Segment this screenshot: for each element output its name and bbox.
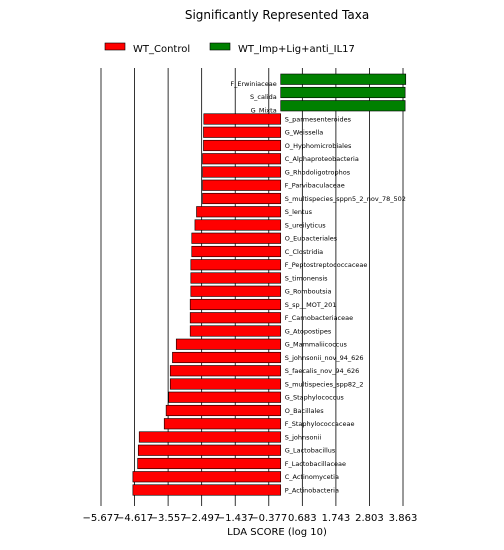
- bar-label: F_Erwiniaceae: [230, 80, 276, 88]
- bar: [168, 391, 282, 403]
- bar-label: G_Lactobacillus: [285, 447, 336, 455]
- bar: [132, 484, 282, 496]
- bar: [163, 418, 282, 430]
- bar-label: S_multispecies_spp82_2: [285, 380, 364, 388]
- bar: [190, 272, 282, 284]
- bar: [203, 113, 282, 125]
- x-tick-label: −0.377: [250, 513, 287, 524]
- bar: [172, 351, 282, 364]
- bar-label: F_Lactobacillaceae: [285, 460, 346, 468]
- bar: [190, 259, 282, 271]
- bar: [165, 404, 282, 417]
- bar: [169, 378, 282, 390]
- bar-label: S_sp__MOT_201: [285, 301, 337, 309]
- bar-label: S_timonensis: [285, 274, 328, 282]
- legend-swatch-0: [104, 42, 126, 51]
- bar-label: O_Bacillales: [285, 407, 325, 415]
- bar-label: F_Parvibaculaceae: [285, 182, 345, 190]
- bar-label: S_faecalis_nov_94_626: [285, 367, 360, 375]
- bar: [203, 126, 282, 138]
- bar: [175, 338, 282, 350]
- bar: [202, 192, 282, 205]
- x-tick-label: −5.677: [82, 513, 119, 524]
- bar: [138, 431, 282, 443]
- bar-label: G_Staphylococcus: [285, 394, 345, 402]
- bar: [137, 457, 282, 470]
- bar-label: G_Mammaliicoccus: [285, 341, 348, 349]
- legend-label-0: WT_Control: [133, 44, 190, 55]
- bar-label: O_Eubacteriales: [285, 235, 338, 243]
- bar-label: S_lentus: [285, 208, 313, 216]
- x-tick-label: 1.743: [322, 513, 351, 524]
- bar: [191, 232, 282, 244]
- bar-label: S_multispecies_sppn5_2_nov_78_502: [285, 195, 406, 203]
- bar: [202, 153, 282, 165]
- bar: [280, 86, 406, 99]
- x-axis-title: LDA SCORE (log 10): [227, 527, 327, 538]
- bar-label: S_johnsonii: [285, 433, 322, 441]
- bar-label: O_Hyphomicrobiales: [285, 142, 352, 150]
- bar: [191, 245, 282, 258]
- x-tick-label: −4.617: [116, 513, 153, 524]
- bar-label: P_Actinobacteria: [285, 486, 339, 494]
- bar: [203, 139, 282, 152]
- x-tick-label: 2.803: [355, 513, 384, 524]
- bars: [132, 73, 407, 496]
- bar-label: C_Clostridia: [285, 248, 323, 256]
- bar-label: G_Rhodoligotrophos: [285, 168, 351, 176]
- x-axis: −5.677−4.617−3.557−2.497−1.437−0.377 0.68…: [82, 502, 417, 524]
- bar: [194, 219, 282, 231]
- bar-label: S_parmesenteroides: [285, 115, 352, 123]
- bar: [202, 179, 282, 191]
- bar: [196, 206, 282, 218]
- bar-label: S_calida: [250, 93, 277, 101]
- bar: [137, 444, 282, 456]
- x-tick-label: 0.683: [288, 513, 317, 524]
- bar: [132, 471, 282, 483]
- bar: [280, 100, 406, 112]
- x-tick-label: −2.497: [183, 513, 220, 524]
- bar: [280, 73, 407, 85]
- legend: WT_Control WT_Imp+Lig+anti_IL17: [104, 42, 355, 55]
- bar-label: C_Actinomycetia: [285, 473, 339, 481]
- bar: [189, 298, 282, 311]
- legend-label-1: WT_Imp+Lig+anti_IL17: [238, 44, 355, 55]
- bar-labels: F_Erwiniaceae S_calida G_Mixta S_parmesente…: [230, 80, 406, 495]
- x-tick-label: −3.557: [150, 513, 187, 524]
- bar: [190, 285, 282, 297]
- bar-label: F_Carnobacteriaceae: [285, 314, 353, 322]
- bar-label: C_Alphaproteobacteria: [285, 155, 359, 163]
- bar: [169, 365, 282, 377]
- bar: [189, 325, 282, 337]
- bar: [202, 166, 282, 178]
- bar-label: F_Staphylococcaceae: [285, 420, 355, 428]
- bar: [189, 312, 282, 324]
- bar-label: S_johnsonii_nov_94_626: [285, 354, 364, 362]
- bar-label: S_ureilyticus: [285, 221, 327, 229]
- chart-title: Significantly Represented Taxa: [185, 8, 369, 22]
- bar-label: G_Weissella: [285, 129, 324, 137]
- bar-label: G_Romboutsia: [285, 288, 332, 296]
- bar-label: G_Mixta: [251, 106, 277, 114]
- bar-label: F_Peptostreptococcaceae: [285, 261, 368, 269]
- x-tick-label: 3.863: [389, 513, 418, 524]
- bar-label: G_Atopostipes: [285, 327, 332, 335]
- x-tick-label: −1.437: [217, 513, 254, 524]
- legend-swatch-1: [209, 42, 231, 51]
